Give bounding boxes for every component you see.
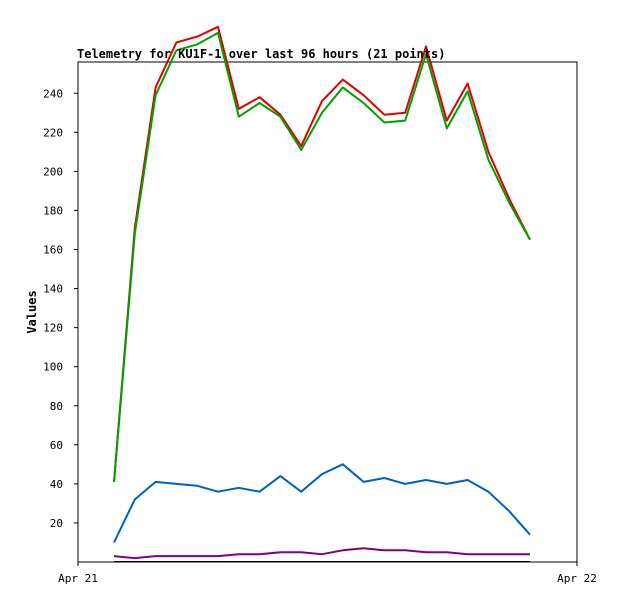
y-tick-label: 80 (50, 400, 63, 413)
plot-frame (77, 61, 578, 563)
series-line-1 (113, 25, 531, 482)
y-tick-label: 200 (43, 165, 63, 178)
x-axis: Apr 21 Apr 22 (58, 562, 597, 585)
y-axis-label: Values (25, 290, 39, 333)
x-tick-label: Apr 21 (58, 572, 98, 585)
y-tick-label: 240 (43, 87, 63, 100)
y-axis: 20 40 60 80 100 120 140 160 180 200 220 240 (43, 87, 78, 530)
chart-title: Telemetry for KU1F-1 over last 96 hours … (77, 47, 445, 61)
series-line-2 (113, 31, 531, 482)
y-tick-label: 160 (43, 244, 63, 257)
y-tick-label: 40 (50, 478, 63, 491)
y-tick-label: 120 (43, 322, 63, 335)
series-line-4 (113, 547, 530, 560)
y-tick-label: 20 (50, 517, 63, 530)
series-line-3 (113, 463, 531, 543)
y-tick-label: 180 (43, 204, 63, 217)
y-tick-label: 220 (43, 126, 63, 139)
series-layer (113, 25, 531, 562)
y-tick-label: 60 (50, 439, 63, 452)
x-tick-label: Apr 22 (557, 572, 597, 585)
y-tick-label: 100 (43, 361, 63, 374)
y-tick-label: 140 (43, 283, 63, 296)
